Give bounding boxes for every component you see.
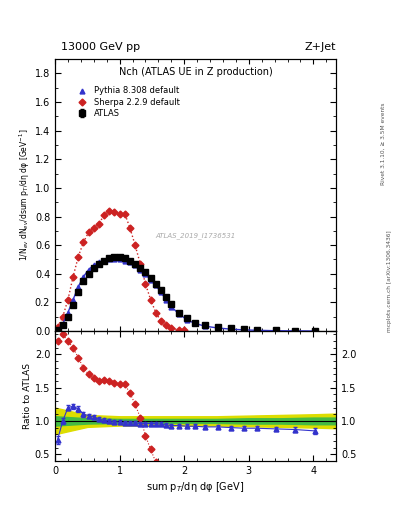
Sherpa 2.2.9 default [97,221,101,227]
Sherpa 2.2.9 default [138,261,143,267]
Sherpa 2.2.9 default [164,323,169,329]
Pythia 8.308 default [112,257,117,263]
Sherpa 2.2.9 default [81,239,86,245]
Pythia 8.308 default [55,327,60,333]
Sherpa 2.2.9 default [92,225,96,231]
Pythia 8.308 default [215,325,220,331]
Pythia 8.308 default [86,266,91,272]
Sherpa 2.2.9 default [107,208,112,214]
Pythia 8.308 default [71,296,75,303]
Pythia 8.308 default [128,259,132,265]
Sherpa 2.2.9 default [61,314,65,320]
Pythia 8.308 default [202,323,207,329]
Sherpa 2.2.9 default [86,229,91,236]
Line: Pythia 8.308 default: Pythia 8.308 default [55,257,317,333]
Pythia 8.308 default [184,316,189,323]
Sherpa 2.2.9 default [153,309,158,315]
Text: Z+Jet: Z+Jet [305,42,336,52]
Pythia 8.308 default [123,258,127,264]
Pythia 8.308 default [143,271,148,277]
Sherpa 2.2.9 default [112,209,117,215]
Pythia 8.308 default [241,327,246,333]
Text: ATLAS_2019_I1736531: ATLAS_2019_I1736531 [155,232,236,239]
Sherpa 2.2.9 default [177,327,182,333]
Pythia 8.308 default [92,262,96,268]
Pythia 8.308 default [153,282,158,288]
Sherpa 2.2.9 default [169,325,174,331]
Pythia 8.308 default [164,296,169,303]
Sherpa 2.2.9 default [128,225,132,231]
Pythia 8.308 default [148,276,153,283]
Sherpa 2.2.9 default [133,242,138,248]
Sherpa 2.2.9 default [182,327,187,333]
Sherpa 2.2.9 default [143,281,148,287]
Pythia 8.308 default [81,273,86,280]
Pythia 8.308 default [312,328,317,334]
Text: Rivet 3.1.10, ≥ 3.5M events: Rivet 3.1.10, ≥ 3.5M events [381,102,386,185]
Text: mcplots.cern.ch [arXiv:1306.3436]: mcplots.cern.ch [arXiv:1306.3436] [387,231,391,332]
Pythia 8.308 default [117,257,122,263]
Line: Sherpa 2.2.9 default: Sherpa 2.2.9 default [55,208,187,333]
Sherpa 2.2.9 default [123,210,127,217]
Pythia 8.308 default [61,321,65,327]
Sherpa 2.2.9 default [102,212,107,218]
Sherpa 2.2.9 default [66,296,70,303]
Pythia 8.308 default [107,257,112,263]
Pythia 8.308 default [138,266,143,272]
Pythia 8.308 default [133,262,138,268]
Sherpa 2.2.9 default [71,273,75,280]
Pythia 8.308 default [97,259,101,265]
Pythia 8.308 default [274,328,278,334]
Pythia 8.308 default [228,326,233,332]
Pythia 8.308 default [169,304,174,310]
Sherpa 2.2.9 default [117,210,122,217]
Text: Nch (ATLAS UE in Z production): Nch (ATLAS UE in Z production) [119,67,272,77]
Pythia 8.308 default [102,258,107,264]
Sherpa 2.2.9 default [159,318,163,324]
Pythia 8.308 default [192,320,197,326]
Pythia 8.308 default [293,328,298,334]
Pythia 8.308 default [159,289,163,295]
Pythia 8.308 default [254,327,259,333]
Text: 13000 GeV pp: 13000 GeV pp [61,42,140,52]
Sherpa 2.2.9 default [148,296,153,303]
Y-axis label: 1/N$_{ev}$ dN$_{ev}$/dsum p$_T$/dη dφ [GeV$^{-1}$]: 1/N$_{ev}$ dN$_{ev}$/dsum p$_T$/dη dφ [G… [18,129,32,261]
Pythia 8.308 default [76,284,81,290]
X-axis label: sum p$_T$/dη dφ [GeV]: sum p$_T$/dη dφ [GeV] [147,480,244,494]
Y-axis label: Ratio to ATLAS: Ratio to ATLAS [23,363,32,429]
Pythia 8.308 default [66,309,70,315]
Pythia 8.308 default [177,311,182,317]
Legend: Pythia 8.308 default, Sherpa 2.2.9 default, ATLAS: Pythia 8.308 default, Sherpa 2.2.9 defau… [73,85,182,119]
Sherpa 2.2.9 default [55,324,60,330]
Sherpa 2.2.9 default [76,253,81,260]
